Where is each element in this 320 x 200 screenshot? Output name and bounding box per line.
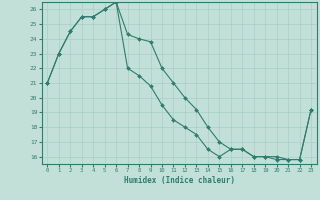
X-axis label: Humidex (Indice chaleur): Humidex (Indice chaleur)	[124, 176, 235, 185]
